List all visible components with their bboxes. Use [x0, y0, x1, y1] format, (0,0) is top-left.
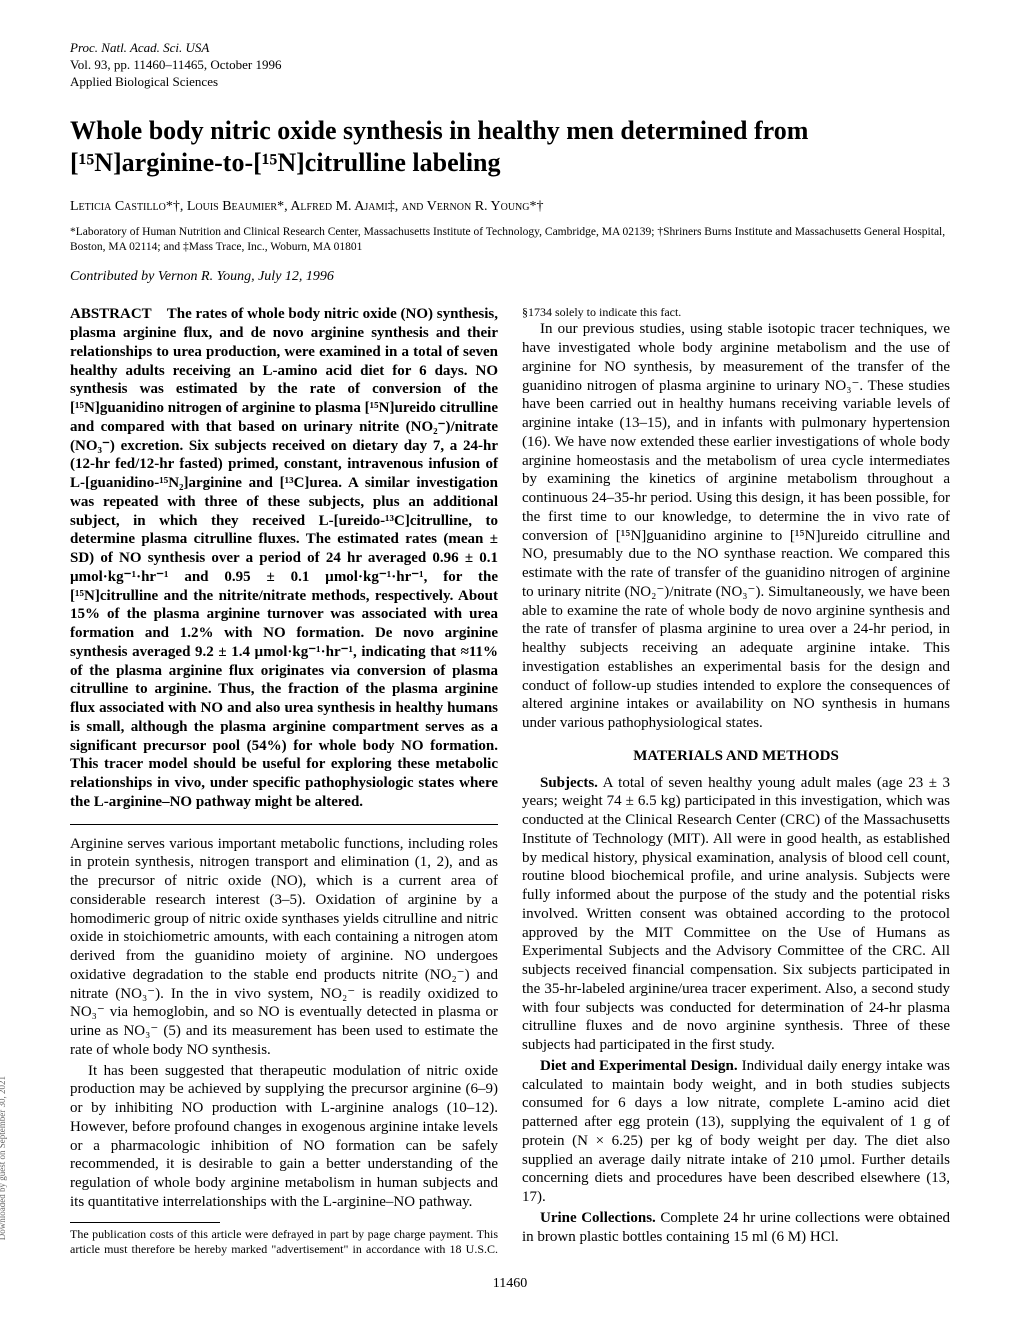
- journal-info: Proc. Natl. Acad. Sci. USA Vol. 93, pp. …: [70, 40, 950, 91]
- journal-volume: Vol. 93, pp. 11460–11465, October 1996: [70, 57, 950, 74]
- affiliations: *Laboratory of Human Nutrition and Clini…: [70, 225, 950, 254]
- contributed-by: Contributed by Vernon R. Young, July 12,…: [70, 268, 950, 286]
- divider: [70, 824, 498, 825]
- methods-heading: MATERIALS AND METHODS: [522, 747, 950, 766]
- journal-section: Applied Biological Sciences: [70, 74, 950, 91]
- urine-label: Urine Collections.: [540, 1210, 656, 1226]
- intro-paragraph-1: Arginine serves various important metabo…: [70, 835, 498, 1060]
- intro-paragraph-2: It has been suggested that therapeutic m…: [70, 1062, 498, 1212]
- article-title: Whole body nitric oxide synthesis in hea…: [70, 115, 950, 180]
- methods-diet: Diet and Experimental Design. Individual…: [522, 1057, 950, 1207]
- download-watermark: Downloaded by guest on September 30, 202…: [0, 1076, 8, 1240]
- methods-subjects: Subjects. A total of seven healthy young…: [522, 774, 950, 1055]
- abstract-text: The rates of whole body nitric oxide (NO…: [70, 306, 498, 810]
- subjects-text: A total of seven healthy young adult mal…: [522, 775, 950, 1054]
- page-number: 11460: [70, 1275, 950, 1293]
- body-columns: ABSTRACT The rates of whole body nitric …: [70, 305, 950, 1256]
- authors: Leticia Castillo*†, Louis Beaumier*, Alf…: [70, 198, 950, 216]
- abstract: ABSTRACT The rates of whole body nitric …: [70, 305, 498, 811]
- diet-text: Individual daily energy intake was calcu…: [522, 1058, 950, 1205]
- diet-label: Diet and Experimental Design.: [540, 1058, 738, 1074]
- abstract-label: ABSTRACT: [70, 306, 152, 322]
- previous-studies-paragraph: In our previous studies, using stable is…: [522, 320, 950, 733]
- journal-name: Proc. Natl. Acad. Sci. USA: [70, 40, 950, 57]
- methods-urine: Urine Collections. Complete 24 hr urine …: [522, 1209, 950, 1247]
- footnote-divider: [70, 1222, 220, 1223]
- subjects-label: Subjects.: [540, 775, 598, 791]
